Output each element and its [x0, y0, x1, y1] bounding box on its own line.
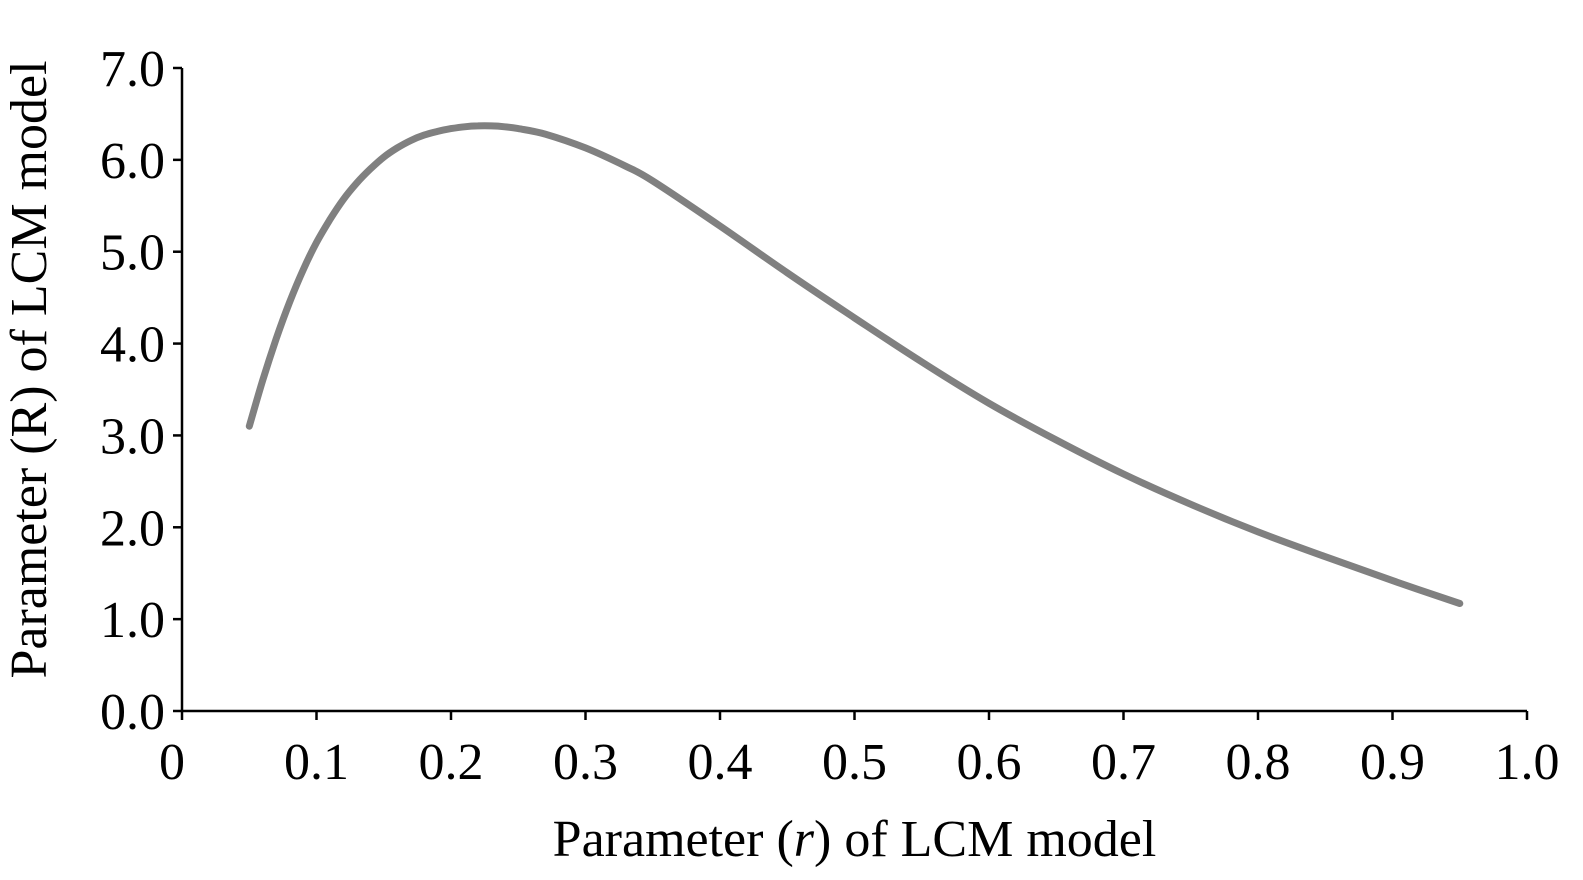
y-tick-label: 2.0: [100, 500, 165, 557]
y-tick-label: 7.0: [100, 41, 165, 98]
y-tick-label: 3.0: [100, 408, 165, 465]
series-line: [245, 122, 1464, 607]
x-tick-label: 0.4: [688, 734, 753, 791]
x-axis-title-after: ) of LCM model: [814, 811, 1156, 868]
x-tick-label: 0.3: [553, 734, 618, 791]
x-tick-label: 0.9: [1360, 734, 1425, 791]
x-tick-label: 0.6: [957, 734, 1022, 791]
x-tick-label: 0.7: [1091, 734, 1156, 791]
y-tick-label: 1.0: [100, 592, 165, 649]
y-ticks: 0.0 1.0 2.0 3.0 4.0 5.0 6.0 7.0: [100, 41, 182, 741]
x-ticks: 0 0.1 0.2 0.3 0.4 0.5 0.6 0.7 0.8 0.9 1.0: [159, 711, 1560, 791]
x-tick-label: 0.5: [822, 734, 887, 791]
x-tick-label: 0.1: [284, 734, 349, 791]
x-tick-label: 0.2: [419, 734, 484, 791]
y-tick-label: 5.0: [100, 225, 165, 282]
y-tick-label: 4.0: [100, 317, 165, 374]
x-axis-title-before: Parameter (: [553, 811, 794, 868]
x-tick-label: 1.0: [1495, 734, 1560, 791]
x-tick-label: 0: [159, 734, 185, 791]
x-tick-label: 0.8: [1226, 734, 1291, 791]
x-axis-title-var: r: [794, 811, 815, 868]
y-tick-label: 0.0: [100, 684, 165, 741]
y-axis-title: Parameter (R) of LCM model: [1, 60, 58, 678]
series-group: [245, 122, 1464, 607]
axes: [180, 68, 1527, 713]
y-tick-label: 6.0: [100, 133, 165, 190]
x-axis-title: Parameter (r) of LCM model: [553, 811, 1157, 868]
